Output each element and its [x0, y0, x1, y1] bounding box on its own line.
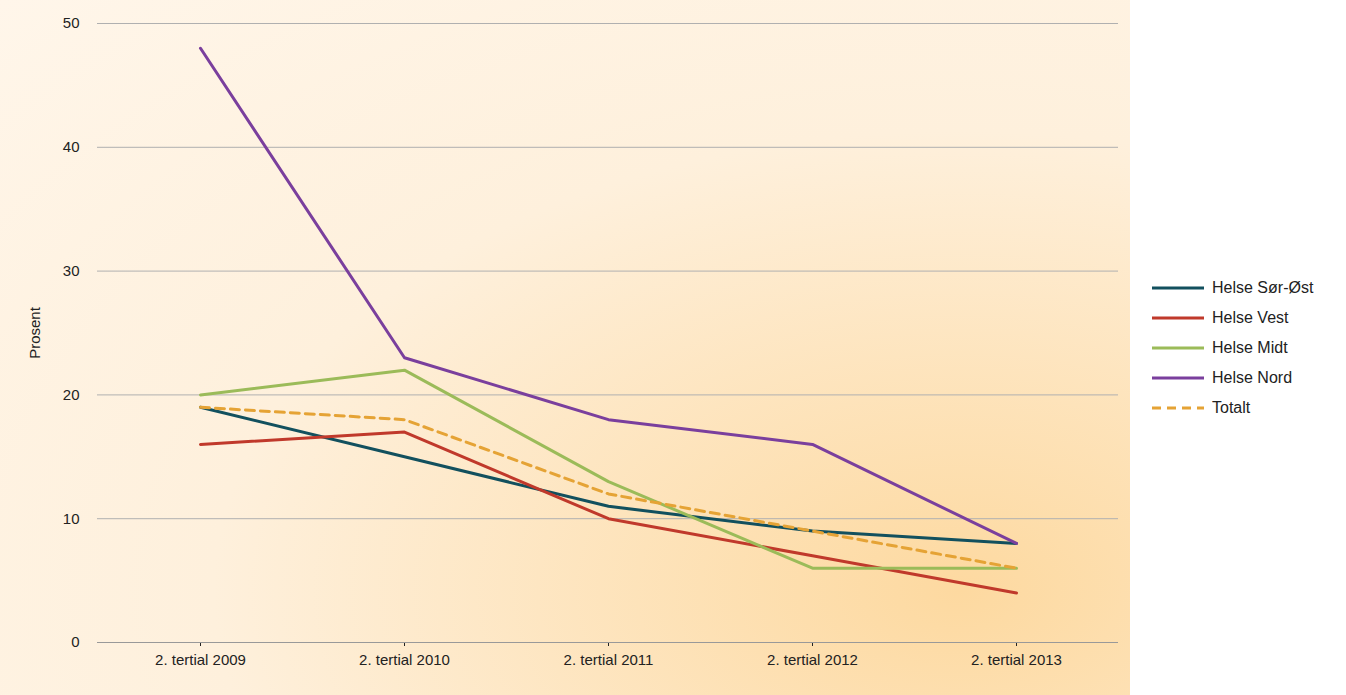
svg-text:2. tertial 2011: 2. tertial 2011: [564, 651, 654, 668]
svg-text:2. tertial 2010: 2. tertial 2010: [359, 651, 450, 668]
svg-text:10: 10: [63, 510, 80, 527]
html-text:Totalt: Totalt: [1212, 398, 1251, 416]
html-text:Helse Nord: Helse Nord: [1212, 368, 1292, 386]
svg-text:50: 50: [63, 14, 80, 31]
svg-text:Prosent: Prosent: [26, 306, 43, 359]
svg-text:20: 20: [63, 386, 80, 403]
svg-text:2. tertial 2009: 2. tertial 2009: [155, 651, 246, 668]
html-text:Helse Midt: Helse Midt: [1212, 338, 1288, 356]
svg-text:40: 40: [63, 138, 80, 155]
svg-text:2. tertial 2012: 2. tertial 2012: [767, 651, 858, 668]
svg-text:0: 0: [71, 633, 79, 650]
svg-text:30: 30: [63, 262, 80, 279]
html-text:Helse Sør-Øst: Helse Sør-Øst: [1212, 278, 1314, 296]
html-text:Helse Vest: Helse Vest: [1212, 308, 1289, 326]
svg-text:2. tertial 2013: 2. tertial 2013: [971, 651, 1062, 668]
